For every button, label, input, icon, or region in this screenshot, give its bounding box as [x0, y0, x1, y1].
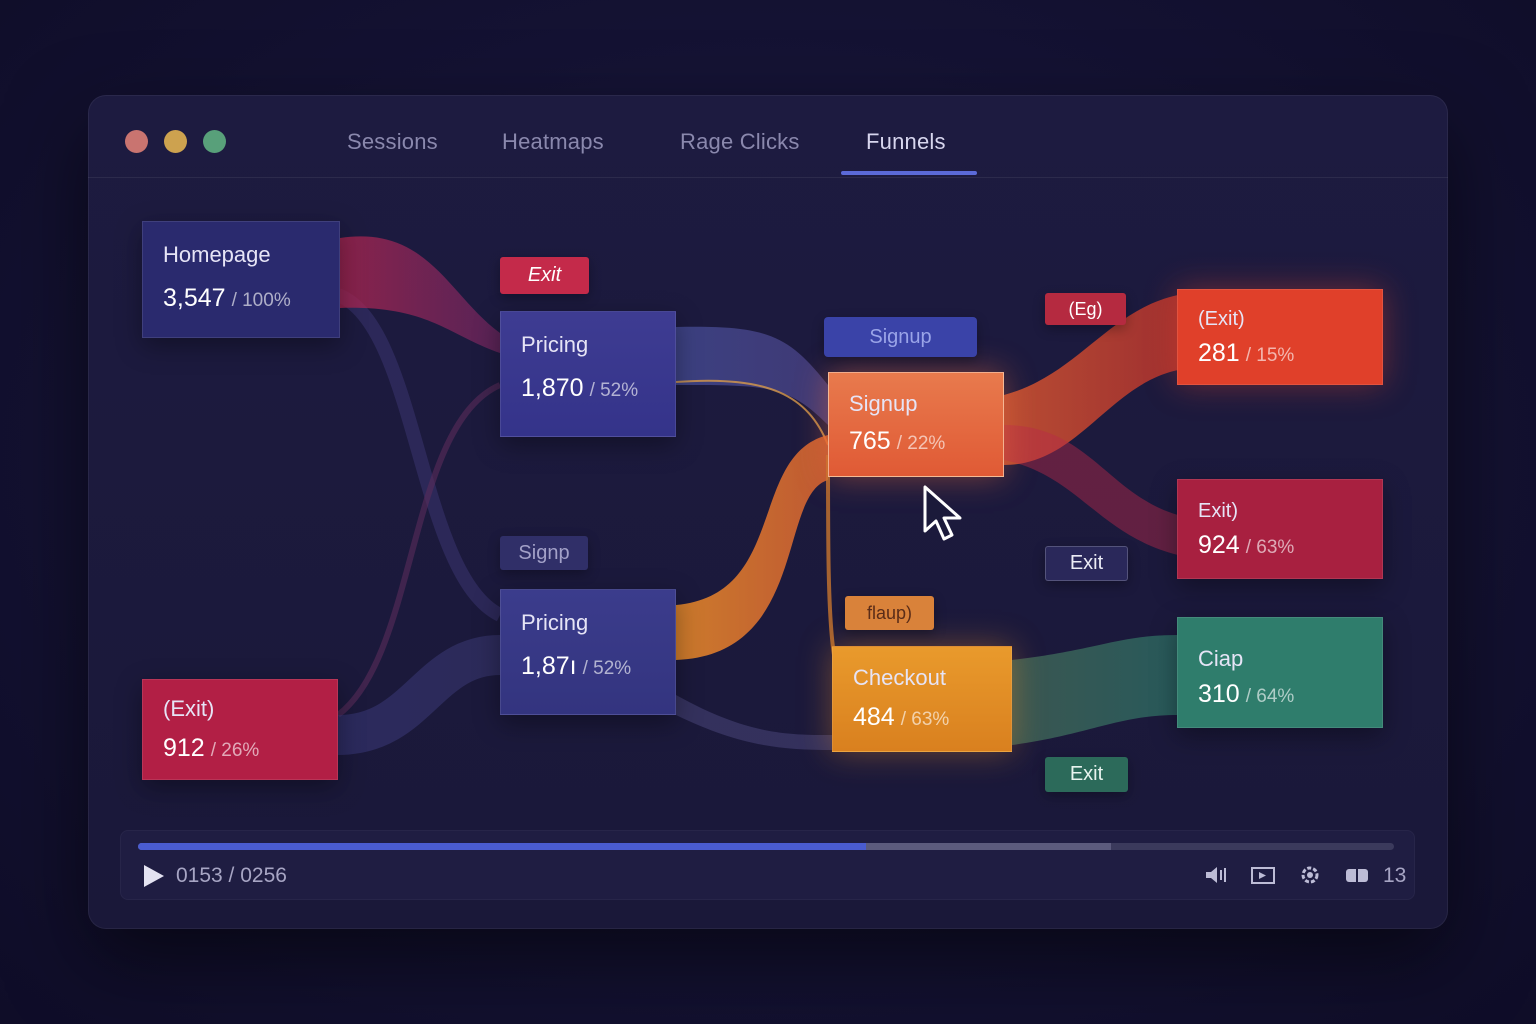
- screen-icon[interactable]: [1250, 864, 1276, 886]
- flow-exit-to-pricing-top: [336, 382, 502, 718]
- flow-homepage-to-pricing-bottom: [334, 288, 504, 622]
- funnel-node-homepage[interactable]: Homepage 3,547/ 100%: [142, 221, 340, 338]
- node-percent: / 100%: [231, 290, 291, 311]
- chip-exit-top[interactable]: Exit: [500, 257, 589, 294]
- maximize-window-button[interactable]: [203, 130, 226, 153]
- node-percent: / 52%: [582, 658, 632, 679]
- flow-checkout-to-ciap: [1012, 635, 1178, 745]
- funnel-node-pricing-bottom[interactable]: Pricing 1,87ı/ 52%: [500, 589, 676, 715]
- tab-heatmaps[interactable]: Heatmaps: [502, 129, 604, 154]
- node-label: Checkout: [853, 665, 946, 690]
- funnel-node-pricing-top[interactable]: Pricing 1,870/ 52%: [500, 311, 676, 437]
- node-percent: / 15%: [1245, 345, 1295, 366]
- playback-scrubber[interactable]: [138, 843, 1394, 850]
- volume-icon[interactable]: [1204, 864, 1230, 886]
- funnel-node-signup[interactable]: Signup 765/ 22%: [828, 372, 1004, 477]
- chip-signup-mid[interactable]: Signp: [500, 536, 588, 570]
- flow-pricing-bottom-to-checkout: [676, 695, 832, 750]
- node-percent: / 63%: [900, 709, 950, 730]
- flow-signup-to-exit-mid: [1004, 425, 1178, 555]
- minimize-window-button[interactable]: [164, 130, 187, 153]
- tab-sessions[interactable]: Sessions: [347, 129, 438, 154]
- funnel-node-exit-mid-right[interactable]: Exit) 924/ 63%: [1177, 479, 1383, 579]
- node-percent: / 26%: [210, 740, 260, 761]
- node-label: Pricing: [521, 332, 589, 357]
- app-window: Sessions Heatmaps Rage Clicks Funnels: [88, 95, 1448, 929]
- node-label: Ciap: [1198, 646, 1244, 671]
- close-window-button[interactable]: [125, 130, 148, 153]
- flow-signup-to-checkout: [826, 454, 836, 656]
- tab-rage-clicks[interactable]: Rage Clicks: [680, 129, 800, 154]
- node-value: 484: [853, 703, 895, 731]
- node-label: Exit): [1198, 500, 1238, 522]
- flow-exit-to-pricing-bottom-dim: [336, 635, 502, 755]
- title-bar: Sessions Heatmaps Rage Clicks Funnels: [88, 95, 1448, 178]
- flow-pricing-to-signup: [676, 326, 828, 425]
- node-value: 1,870: [521, 374, 584, 402]
- node-label: (Exit): [1198, 308, 1245, 330]
- funnel-node-exit-left[interactable]: (Exit) 912/ 26%: [142, 679, 338, 780]
- chip-flaup[interactable]: flaup): [845, 596, 934, 630]
- play-icon[interactable]: [144, 865, 164, 887]
- node-label: Pricing: [521, 610, 589, 635]
- flow-pricing-to-signup-line: [675, 379, 829, 446]
- node-percent: / 52%: [589, 380, 639, 401]
- session-player: 0153 / 0256 13: [120, 830, 1415, 900]
- mouse-cursor-icon: [923, 485, 962, 541]
- flow-pricing-bottom-to-signup: [676, 435, 828, 660]
- chip-signup-top[interactable]: Signup: [824, 317, 977, 357]
- captions-icon[interactable]: [1344, 864, 1370, 886]
- flow-homepage-to-pricing: [340, 236, 500, 353]
- node-label: Homepage: [163, 242, 271, 267]
- playback-speed[interactable]: 13: [1383, 864, 1407, 887]
- settings-icon[interactable]: [1297, 864, 1323, 886]
- node-value: 3,547: [163, 284, 226, 312]
- chip-exit-bottom[interactable]: Exit: [1045, 757, 1128, 792]
- node-value: 281: [1198, 339, 1240, 367]
- funnel-flows: [334, 236, 1178, 755]
- chip-exit-mid[interactable]: Exit: [1045, 546, 1128, 581]
- node-value: 765: [849, 427, 891, 455]
- playback-time: 0153 / 0256: [176, 864, 287, 887]
- flow-signup-to-exit-top: [1004, 295, 1178, 465]
- node-percent: / 22%: [896, 433, 946, 454]
- chip-eg[interactable]: (Eg): [1045, 293, 1126, 325]
- active-tab-indicator: [841, 171, 977, 175]
- funnel-node-exit-top-right[interactable]: (Exit) 281/ 15%: [1177, 289, 1383, 385]
- node-percent: / 64%: [1245, 686, 1295, 707]
- node-value: 924: [1198, 531, 1240, 559]
- tab-funnels[interactable]: Funnels: [866, 129, 946, 154]
- node-value: 912: [163, 734, 205, 762]
- node-label: (Exit): [163, 696, 215, 721]
- funnel-node-checkout[interactable]: Checkout 484/ 63%: [832, 646, 1012, 752]
- node-value: 310: [1198, 680, 1240, 708]
- node-percent: / 63%: [1245, 537, 1295, 558]
- node-label: Signup: [849, 391, 918, 416]
- funnel-node-ciap[interactable]: Ciap 310/ 64%: [1177, 617, 1383, 728]
- node-value: 1,87ı: [521, 652, 577, 680]
- progress-bar: [138, 843, 867, 850]
